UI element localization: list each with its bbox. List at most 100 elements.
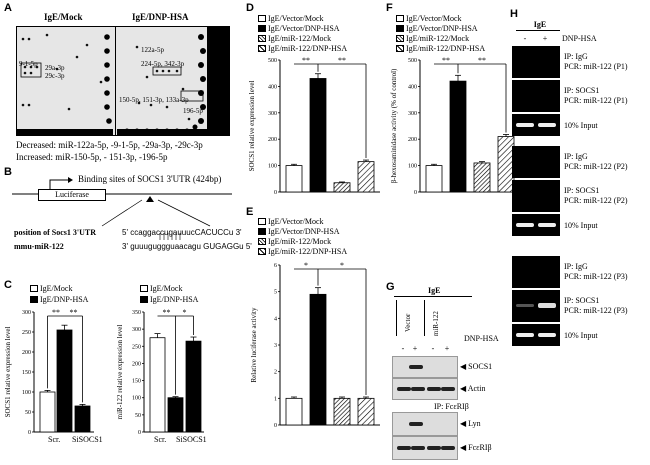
bar — [149, 337, 166, 433]
mir122-lane-label: miR-122 — [432, 311, 440, 336]
sig-label: * — [304, 261, 308, 270]
binding-site-label: Binding sites of SOCS1 3'UTR (424bp) — [78, 174, 222, 184]
bar — [185, 340, 202, 433]
sign: - — [401, 344, 405, 353]
legend-d-mir-mock: IgE/miR-122/Mock — [258, 34, 331, 43]
gel-socs1-p3 — [512, 290, 560, 322]
y-tick-label: 5 — [274, 290, 277, 296]
panel-b: Luciferase Binding sites of SOCS1 3'UTR … — [10, 174, 252, 256]
legend-c-left-mock: IgE/Mock — [30, 284, 72, 293]
spot-label: 9-1-5p — [19, 60, 38, 68]
bar — [56, 329, 73, 433]
y-tick-label: 350 — [132, 310, 141, 316]
sign: + — [412, 344, 418, 353]
socs1-pcr: PCR: miR-122 (P3) — [564, 306, 628, 315]
input-label: 10% Input — [564, 331, 598, 340]
bar — [333, 397, 351, 426]
bar — [74, 405, 91, 433]
y-axis-label: SOCS1 relative expression level — [248, 81, 256, 172]
blot-label-actin: ◀ Actin — [460, 384, 486, 393]
y-tick-label: 500 — [268, 58, 277, 64]
array-header-dnp: IgE/DNP-HSA — [132, 12, 189, 22]
spot-label: 196-5p — [183, 107, 203, 115]
vector-label: Vector — [404, 313, 412, 332]
input-label: 10% Input — [564, 221, 598, 230]
blot-label-socs1: ◀ SOCS1 — [460, 362, 493, 371]
panel-label-a: A — [4, 2, 12, 14]
igg-ip: IP: IgG — [564, 262, 588, 271]
sig-label: ** — [52, 308, 60, 317]
y-tick-label: 50 — [25, 410, 31, 416]
y-tick-label: 2 — [274, 370, 277, 376]
gel-igg-p3 — [512, 256, 560, 288]
y-tick-label: 200 — [408, 137, 417, 143]
panel-label-d: D — [246, 2, 254, 14]
legend-e-vec-mock: IgE/Vector/Mock — [258, 217, 324, 226]
y-tick-label: 0 — [274, 190, 277, 196]
panel-label-b: B — [4, 166, 12, 178]
x-tick-label: SiSOCS1 — [176, 435, 207, 444]
legend-f-vec-mock: IgE/Vector/Mock — [396, 14, 462, 23]
h-ige-label: IgE — [533, 20, 547, 29]
y-tick-label: 0 — [138, 430, 141, 436]
bar — [39, 391, 56, 433]
decreased-list: Decreased: miR-122a-5p, -9-1-5p, -29a-3p… — [16, 140, 203, 150]
y-tick-label: 200 — [268, 137, 277, 143]
y-tick-label: 50 — [135, 413, 141, 419]
igg-pcr: PCR: miR-122 (P1) — [564, 62, 628, 71]
ip-fce-label: IP: FcεRIβ — [434, 402, 469, 411]
socs1-ip: IP: SOCS1 — [564, 186, 600, 195]
dnp-label: DNP-HSA — [464, 334, 499, 343]
microarray-spots — [17, 27, 229, 135]
y-tick-label: 300 — [268, 111, 277, 117]
legend-f-mir-mock: IgE/miR-122/Mock — [396, 34, 469, 43]
y-tick-label: 200 — [22, 350, 31, 356]
legend-c-left-dnp: IgE/DNP-HSA — [30, 295, 88, 304]
blot-fce — [392, 436, 458, 460]
sig-label: ** — [338, 56, 346, 65]
gel-igg-p2 — [512, 146, 560, 178]
legend-e-mir-mock: IgE/miR-122/Mock — [258, 237, 331, 246]
y-tick-label: 6 — [274, 263, 277, 269]
legend-d-vec-dnp: IgE/Vector/DNP-HSA — [258, 24, 340, 33]
y-tick-label: 0 — [414, 190, 417, 196]
legend-d-vec-mock: IgE/Vector/Mock — [258, 14, 324, 23]
legend-f-mir-dnp: IgE/miR-122/DNP-HSA — [396, 44, 485, 53]
y-tick-label: 150 — [22, 370, 31, 376]
spot-label: 29c-3p — [45, 72, 65, 80]
spot-label: 122a-5p — [141, 46, 164, 54]
igg-pcr: PCR: miR-122 (P2) — [564, 162, 628, 171]
legend-e-vec-dnp: IgE/Vector/DNP-HSA — [258, 227, 340, 236]
panel-label-f: F — [386, 2, 393, 14]
blot-label-fce: ◀ FcεRIβ — [460, 443, 492, 452]
panel-h: IgE - + DNP-HSA IP: IgG PCR: miR-122 (P1… — [510, 20, 650, 460]
x-tick-label: SiSOCS1 — [72, 435, 103, 444]
sig-label: ** — [478, 56, 486, 65]
array-divider — [115, 27, 116, 135]
h-dnp-label: DNP-HSA — [562, 34, 597, 43]
bar — [167, 397, 184, 433]
socs1-utr-label: position of Socs1 3'UTR — [14, 228, 97, 237]
sig-label: ** — [70, 308, 78, 317]
y-tick-label: 200 — [132, 361, 141, 367]
y-tick-label: 100 — [268, 164, 277, 170]
gel-socs1-p1 — [512, 80, 560, 112]
bar — [357, 161, 375, 193]
igg-ip: IP: IgG — [564, 52, 588, 61]
y-tick-label: 500 — [408, 58, 417, 64]
x-tick-label: Scr. — [48, 435, 60, 444]
socs1-ip: IP: SOCS1 — [564, 296, 600, 305]
bar — [425, 165, 443, 193]
blot-socs1 — [392, 356, 458, 378]
blot-lyn — [392, 412, 458, 436]
socs1-utr-sequence: 5' ccaggaccugauuucCACUCCu 3' — [122, 228, 242, 237]
y-tick-label: 1 — [274, 396, 277, 402]
y-tick-label: 3 — [274, 343, 277, 349]
socs1-ip: IP: SOCS1 — [564, 86, 600, 95]
y-tick-label: 300 — [132, 327, 141, 333]
blot-label-lyn: ◀ Lyn — [460, 419, 481, 428]
spot-label: 224-5p, 342-3p — [141, 60, 185, 68]
blot-actin — [392, 378, 458, 400]
bar — [333, 182, 351, 193]
